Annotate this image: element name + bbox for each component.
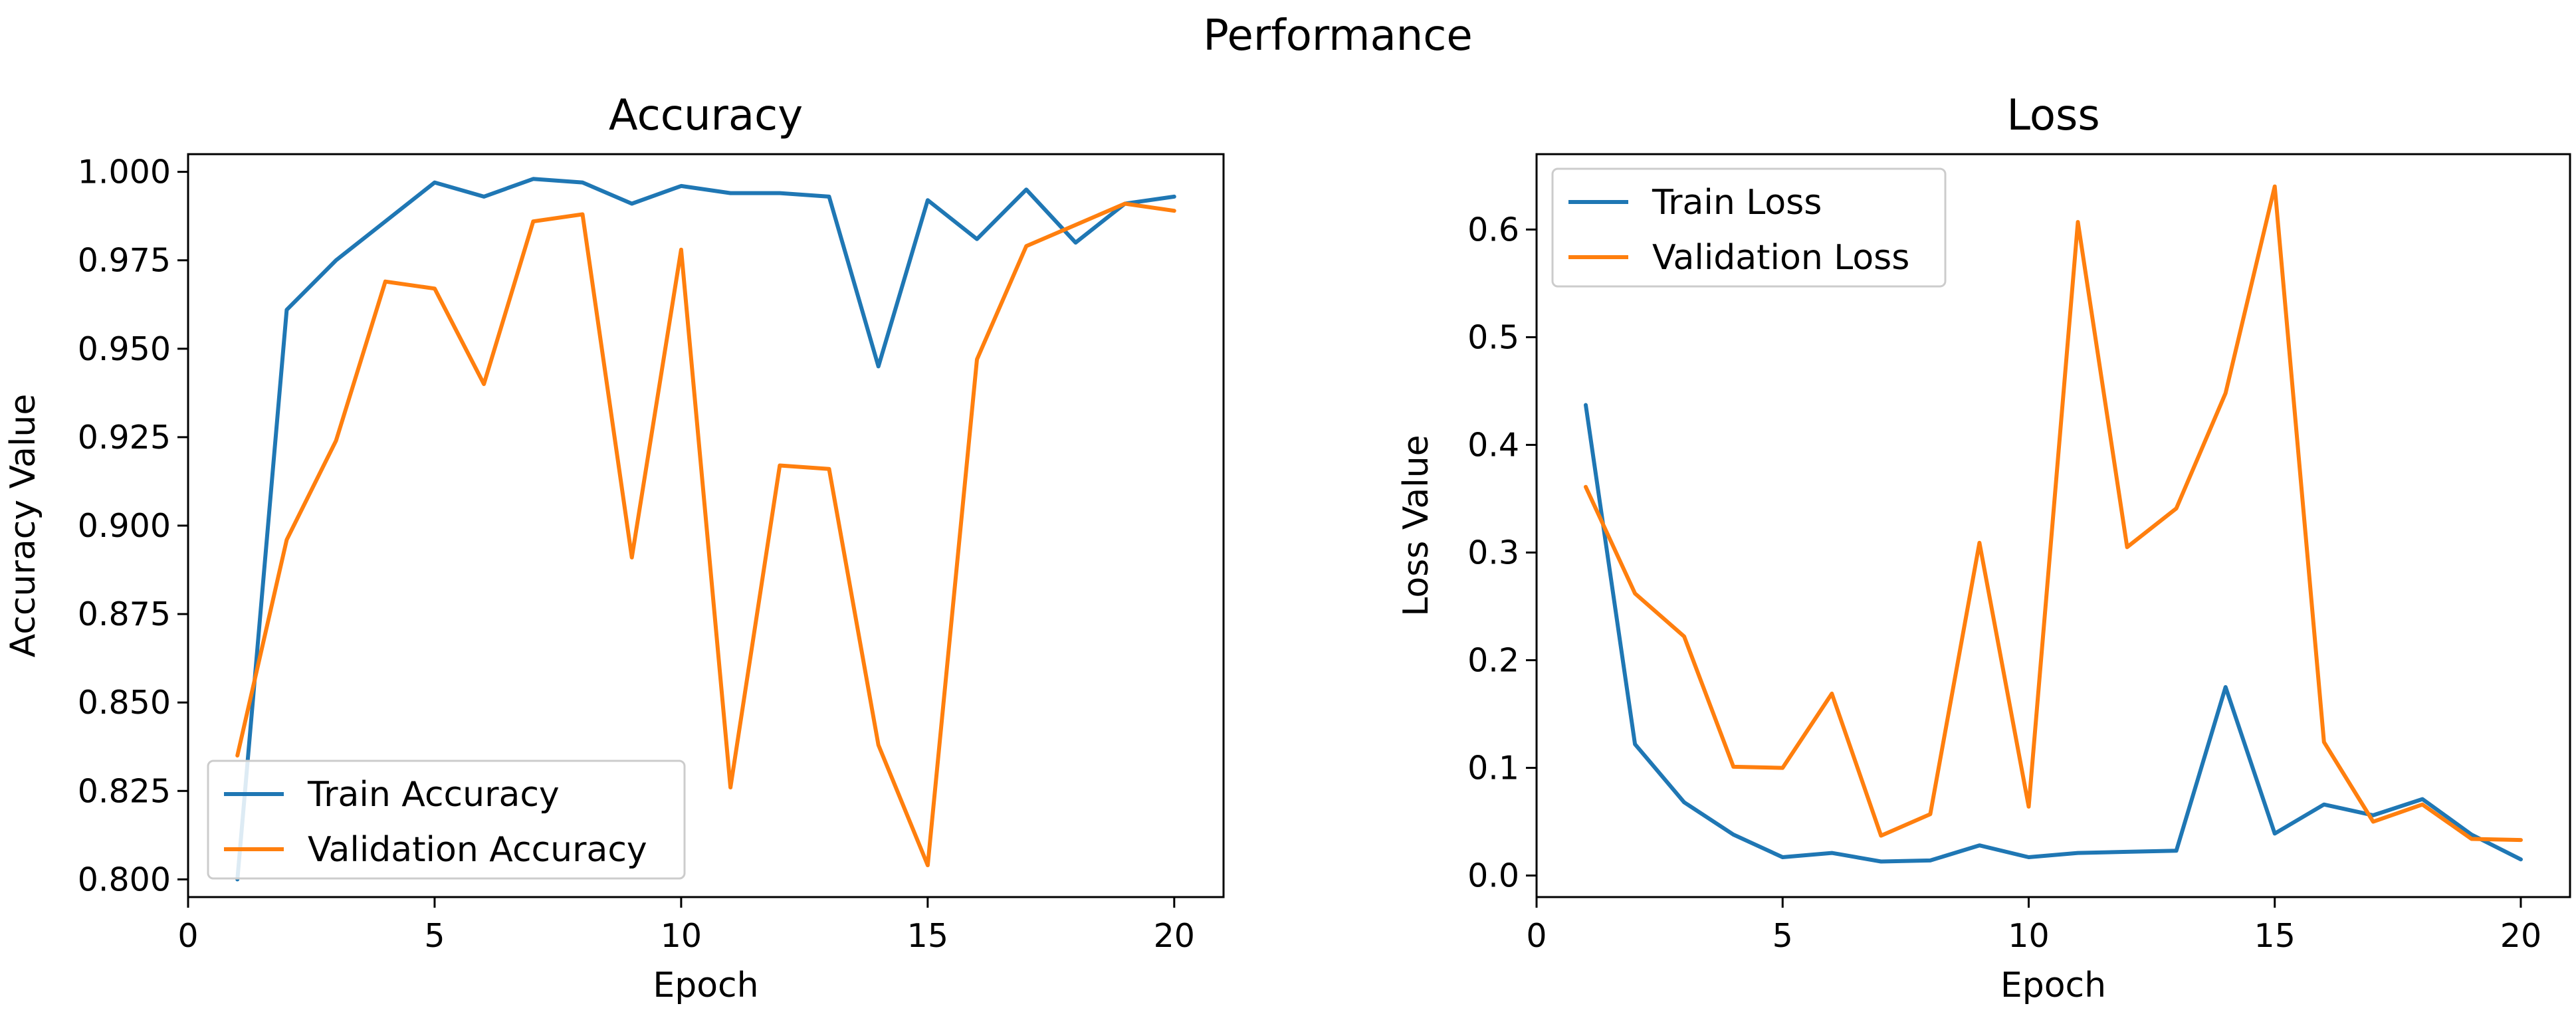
accuracy-legend-label-validation: Validation Accuracy xyxy=(308,830,647,870)
loss-y-tick-label: 0.5 xyxy=(1467,318,1519,356)
loss-x-tick-label: 5 xyxy=(1772,917,1793,955)
loss-chart-title: Loss xyxy=(2006,91,2099,140)
accuracy-series-line-train xyxy=(235,177,1176,882)
accuracy-legend: Train Accuracy Validation Accuracy xyxy=(207,760,686,880)
loss-series-line-validation xyxy=(1584,184,2523,843)
loss-x-tick-label: 20 xyxy=(2500,917,2541,955)
accuracy-y-tick-label: 1.000 xyxy=(78,153,171,191)
accuracy-x-tick-label: 15 xyxy=(907,917,948,955)
loss-series-line-train xyxy=(1584,403,2523,864)
accuracy-series-line-validation xyxy=(235,201,1176,868)
loss-x-tick-label: 0 xyxy=(1526,917,1547,955)
loss-y-tick-label: 0.0 xyxy=(1467,857,1519,895)
accuracy-y-tick-label: 0.875 xyxy=(78,595,171,633)
loss-y-axis-label: Loss Value xyxy=(1396,435,1436,616)
accuracy-y-tick-label: 0.825 xyxy=(78,772,171,810)
accuracy-x-tick-label: 0 xyxy=(177,917,198,955)
accuracy-y-tick-label: 0.925 xyxy=(78,419,171,457)
loss-legend-box xyxy=(1551,167,1947,288)
accuracy-x-axis-label: Epoch xyxy=(653,966,758,1005)
accuracy-y-tick-label: 0.975 xyxy=(78,242,171,280)
accuracy-y-tick-label: 0.950 xyxy=(78,330,171,368)
loss-y-tick-label: 0.3 xyxy=(1467,534,1519,572)
loss-legend: Train Loss Validation Loss xyxy=(1551,167,1947,288)
loss-y-tick-label: 0.1 xyxy=(1467,750,1519,787)
loss-chart: Loss 0 5 10 15 20 0.0 0.1 0.2 0.3 0.4 0.5 0.6 Epoch Lo… xyxy=(1396,91,2571,1005)
accuracy-y-tick-label: 0.800 xyxy=(78,861,171,898)
accuracy-x-tick-label: 10 xyxy=(661,917,702,955)
loss-legend-label-validation: Validation Loss xyxy=(1652,238,1909,278)
accuracy-y-tick-label: 0.900 xyxy=(78,507,171,545)
accuracy-x-tick-label: 20 xyxy=(1154,917,1195,955)
loss-y-tick-label: 0.4 xyxy=(1467,426,1519,464)
accuracy-y-axis-label: Accuracy Value xyxy=(3,394,43,658)
accuracy-chart: Accuracy 0 5 10 15 20 0.800 0.825 0.850 0.875 0.90… xyxy=(3,91,1225,1005)
loss-y-tick-label: 0.6 xyxy=(1467,211,1519,249)
loss-y-tick-label: 0.2 xyxy=(1467,642,1519,680)
accuracy-x-tick-label: 5 xyxy=(424,917,445,955)
loss-x-axis-label: Epoch xyxy=(2000,966,2106,1005)
accuracy-legend-box xyxy=(207,760,686,880)
accuracy-legend-label-train: Train Accuracy xyxy=(307,775,560,815)
accuracy-chart-title: Accuracy xyxy=(609,91,803,140)
accuracy-y-tick-label: 0.850 xyxy=(78,684,171,722)
loss-legend-label-train: Train Loss xyxy=(1652,183,1822,223)
loss-x-tick-label: 15 xyxy=(2254,917,2296,955)
figure-suptitle: Performance xyxy=(1203,11,1473,60)
loss-x-tick-label: 10 xyxy=(2008,917,2049,955)
